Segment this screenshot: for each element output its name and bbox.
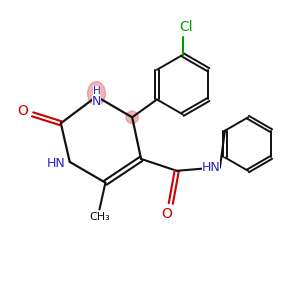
Text: O: O [161, 207, 172, 221]
Text: H: H [93, 86, 101, 96]
Text: Cl: Cl [179, 20, 193, 34]
Text: N: N [92, 95, 101, 108]
Text: CH₃: CH₃ [89, 212, 110, 222]
Text: HN: HN [202, 161, 220, 174]
Ellipse shape [126, 111, 138, 124]
Text: O: O [17, 104, 28, 118]
Text: HN: HN [46, 157, 65, 170]
Ellipse shape [88, 82, 105, 105]
